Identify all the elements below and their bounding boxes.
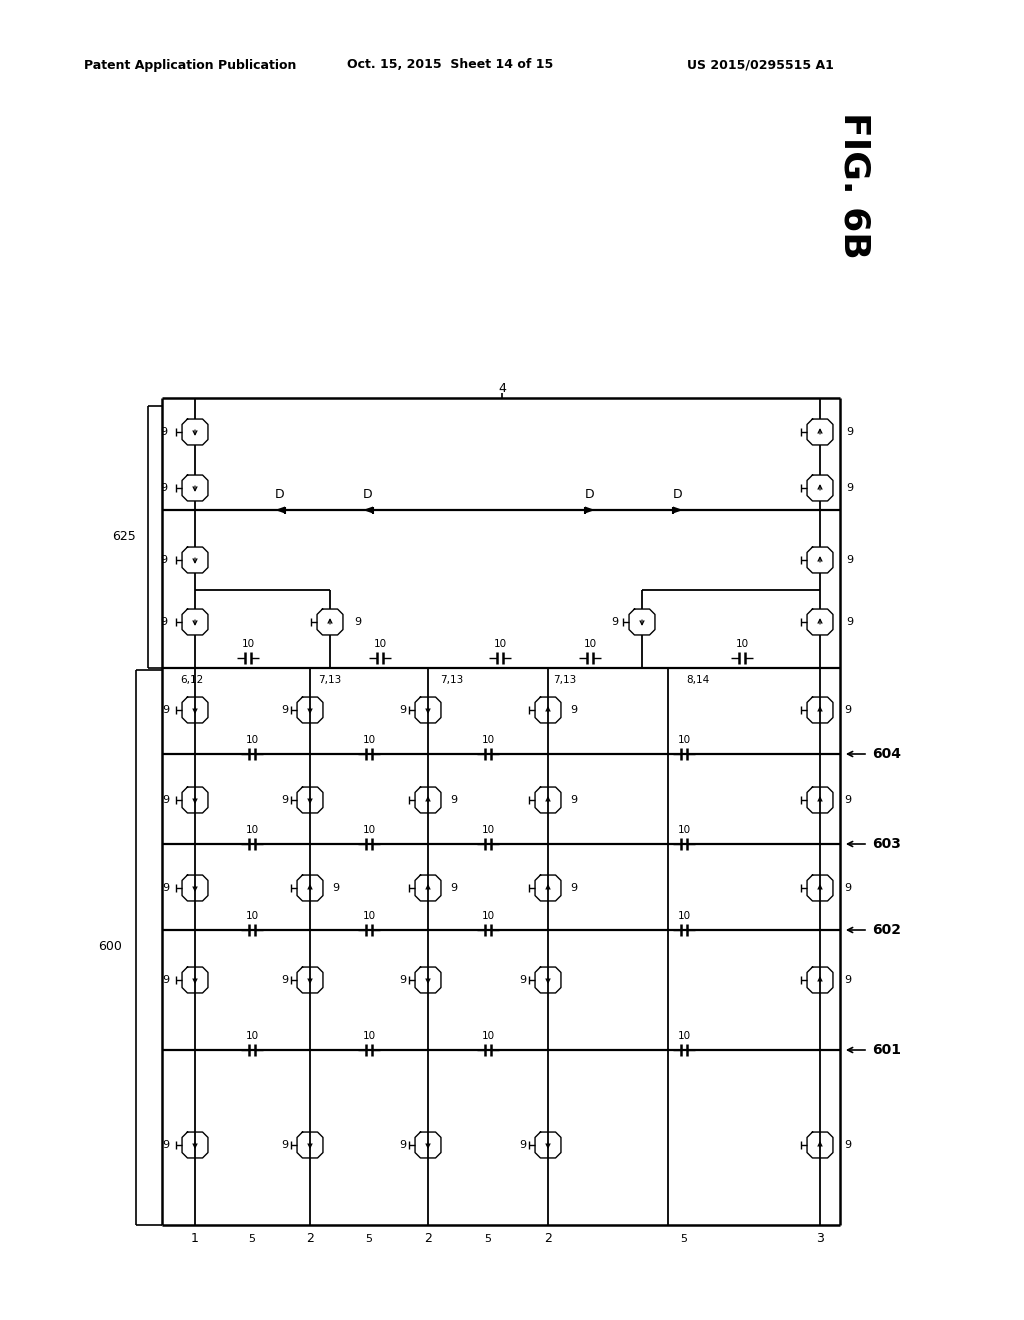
Text: D: D [364,487,373,500]
Text: 9: 9 [160,554,167,565]
Text: 9: 9 [846,483,853,492]
Text: 2: 2 [306,1233,314,1246]
Text: 10: 10 [481,825,495,836]
Text: 9: 9 [519,975,526,985]
Text: 10: 10 [374,639,387,649]
Text: 10: 10 [481,911,495,921]
Text: 9: 9 [450,795,457,805]
Text: 9: 9 [399,1140,406,1150]
Text: 9: 9 [844,1140,851,1150]
Text: 7,13: 7,13 [440,675,464,685]
Text: 9: 9 [281,795,288,805]
Text: 1: 1 [191,1233,199,1246]
Text: 3: 3 [816,1233,824,1246]
Text: 9: 9 [162,1140,169,1150]
Text: 602: 602 [872,923,901,937]
Text: 9: 9 [281,975,288,985]
Text: 10: 10 [678,911,690,921]
Text: 10: 10 [481,1031,495,1041]
Text: 10: 10 [678,1031,690,1041]
Text: 9: 9 [450,883,457,894]
Text: 10: 10 [242,639,255,649]
Text: D: D [275,487,285,500]
Text: FIG. 6B: FIG. 6B [838,112,872,259]
Text: 9: 9 [844,883,851,894]
Text: 9: 9 [162,795,169,805]
Polygon shape [673,507,683,513]
Text: 9: 9 [162,705,169,715]
Text: 5: 5 [366,1234,373,1243]
Polygon shape [275,507,285,513]
Text: 9: 9 [354,616,361,627]
Text: 9: 9 [160,483,167,492]
Text: 5: 5 [681,1234,687,1243]
Text: 10: 10 [735,639,749,649]
Text: 9: 9 [570,883,578,894]
Text: 2: 2 [424,1233,432,1246]
Text: 6,12: 6,12 [180,675,203,685]
Text: 9: 9 [332,883,339,894]
Text: 9: 9 [399,705,406,715]
Text: 9: 9 [846,554,853,565]
Text: 4: 4 [498,381,506,395]
Text: 9: 9 [570,705,578,715]
Text: 604: 604 [872,747,901,762]
Text: 10: 10 [494,639,507,649]
Text: 10: 10 [246,735,259,744]
Text: 10: 10 [362,735,376,744]
Text: Oct. 15, 2015  Sheet 14 of 15: Oct. 15, 2015 Sheet 14 of 15 [347,58,553,71]
Text: 9: 9 [399,975,406,985]
Text: D: D [673,487,683,500]
Text: 10: 10 [362,1031,376,1041]
Polygon shape [362,507,373,513]
Text: 8,14: 8,14 [686,675,710,685]
Text: 9: 9 [519,1140,526,1150]
Text: 10: 10 [246,825,259,836]
Text: 9: 9 [844,975,851,985]
Text: 9: 9 [281,1140,288,1150]
Text: 10: 10 [362,825,376,836]
Text: D: D [585,487,595,500]
Text: 9: 9 [162,883,169,894]
Text: 10: 10 [481,735,495,744]
Text: 7,13: 7,13 [318,675,342,685]
Text: 601: 601 [872,1043,901,1057]
Text: 603: 603 [872,837,901,851]
Text: 10: 10 [678,735,690,744]
Text: 9: 9 [160,426,167,437]
Text: 10: 10 [584,639,597,649]
Text: 10: 10 [246,911,259,921]
Text: 600: 600 [98,940,122,953]
Text: US 2015/0295515 A1: US 2015/0295515 A1 [686,58,834,71]
Text: 5: 5 [249,1234,256,1243]
Polygon shape [585,507,595,513]
Text: 10: 10 [678,825,690,836]
Text: 10: 10 [246,1031,259,1041]
Text: 9: 9 [844,795,851,805]
Text: 9: 9 [162,975,169,985]
Text: 9: 9 [281,705,288,715]
Text: 625: 625 [113,531,136,544]
Text: 7,13: 7,13 [553,675,577,685]
Text: 9: 9 [844,705,851,715]
Text: 9: 9 [846,616,853,627]
Text: 10: 10 [362,911,376,921]
Text: 9: 9 [611,616,618,627]
Text: 9: 9 [846,426,853,437]
Text: Patent Application Publication: Patent Application Publication [84,58,296,71]
Text: 9: 9 [160,616,167,627]
Text: 2: 2 [544,1233,552,1246]
Text: 5: 5 [484,1234,492,1243]
Text: 9: 9 [570,795,578,805]
